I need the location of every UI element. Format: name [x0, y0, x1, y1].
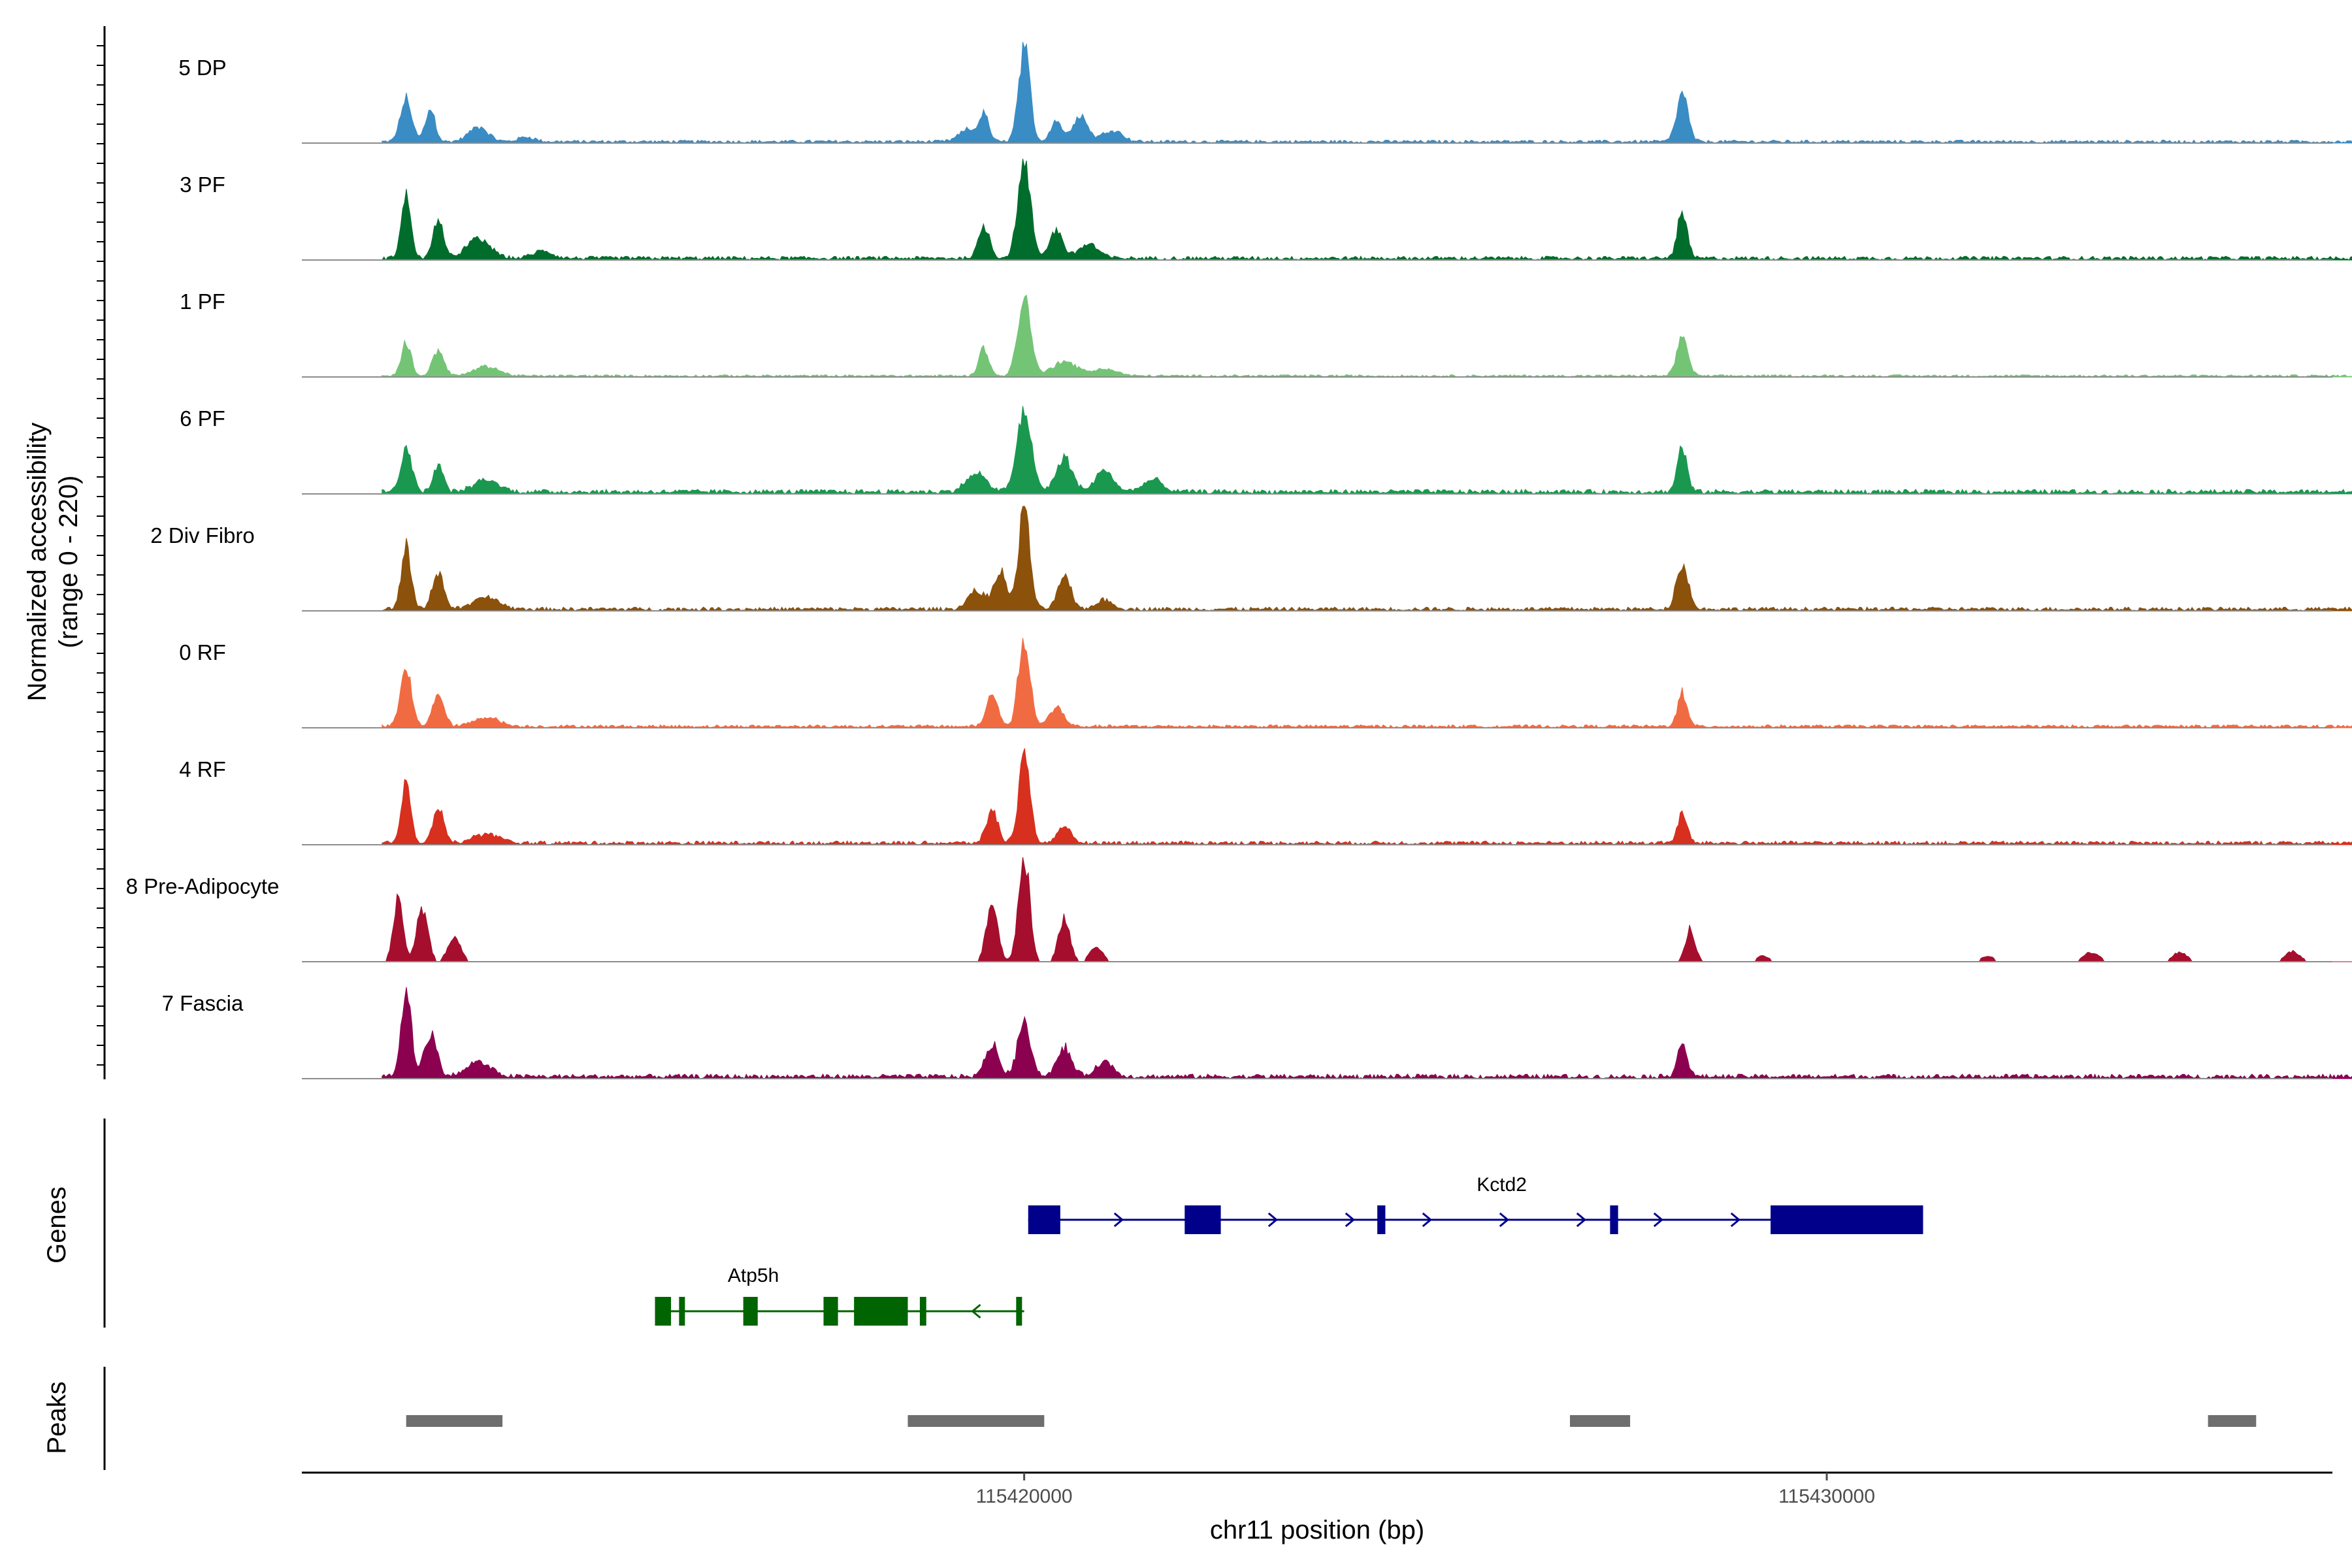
coverage-area: [382, 638, 2352, 728]
gene-exon: [1028, 1205, 1060, 1234]
y-axis-title-line1: Normalized accessibility: [23, 423, 52, 702]
track-8-pre-adipocyte: 8 Pre-Adipocyte: [126, 857, 2352, 962]
coverage-area: [382, 506, 2352, 612]
gene-label: Kctd2: [1477, 1174, 1527, 1196]
track-4-rf: 4 RF: [179, 748, 2352, 845]
track-label: 0 RF: [179, 640, 226, 664]
track-label: 3 PF: [180, 172, 225, 197]
strand-arrow: [1576, 1212, 1587, 1228]
strand-arrow: [1345, 1212, 1356, 1228]
strand-arrow: [971, 1303, 981, 1319]
track-5-dp: 5 DP: [178, 42, 2352, 144]
track-2-div-fibro: 2 Div Fibro: [150, 506, 2352, 612]
track-label: 6 PF: [180, 406, 225, 431]
track-6-pf: 6 PF: [180, 406, 2352, 495]
x-axis: chr11 position (bp) 115420000 115430000: [302, 1471, 2332, 1544]
coverage-y-axis: [97, 26, 106, 1079]
gene-exon: [1016, 1297, 1022, 1326]
strand-arrow: [1730, 1212, 1741, 1228]
peak-region: [1569, 1415, 1631, 1427]
track-1-pf: 1 PF: [180, 289, 2352, 378]
strand-arrow: [1422, 1212, 1433, 1228]
strand-arrow: [1267, 1212, 1279, 1228]
peaks-panel-label: Peaks: [42, 1381, 71, 1454]
gene-exon: [823, 1297, 838, 1326]
gene-exon: [919, 1297, 926, 1326]
track-label: 2 Div Fibro: [150, 523, 255, 547]
track-label: 8 Pre-Adipocyte: [126, 874, 280, 898]
gene-atp5h: Atp5h: [655, 1265, 1024, 1326]
peaks-panel: Peaks: [42, 1367, 2257, 1470]
peak-region: [406, 1415, 503, 1427]
y-axis-title: Normalized accessibility (range 0 - 220): [23, 423, 83, 702]
gene-label: Atp5h: [728, 1265, 779, 1286]
gene-exon: [1771, 1205, 1923, 1234]
gene-exon: [679, 1297, 685, 1326]
peak-region: [907, 1415, 1045, 1427]
track-0-rf: 0 RF: [179, 638, 2352, 728]
gene-exon: [1610, 1205, 1618, 1234]
strand-arrow: [1113, 1212, 1124, 1228]
genes-panel: Genes Kctd2 Atp5h: [42, 1119, 1923, 1328]
gene-exon: [854, 1297, 908, 1326]
genes-panel-label: Genes: [42, 1186, 71, 1264]
coverage-area: [382, 987, 2352, 1080]
track-7-fascia: 7 Fascia: [162, 987, 2352, 1080]
track-label: 4 RF: [179, 757, 226, 781]
coverage-area: [382, 42, 2352, 144]
track-3-pf: 3 PF: [180, 158, 2352, 261]
coverage-area: [382, 406, 2352, 495]
x-tick-label: 115420000: [976, 1486, 1073, 1507]
coverage-area: [382, 158, 2352, 261]
gene-exon: [1184, 1205, 1221, 1234]
track-label: 5 DP: [178, 56, 226, 80]
coverage-area: [382, 748, 2352, 845]
strand-arrow: [1499, 1212, 1510, 1228]
x-tick-label: 115430000: [1778, 1486, 1875, 1507]
gene-kctd2: Kctd2: [1028, 1174, 1923, 1234]
coverage-tracks: 5 DP 3 PF 1 PF 6 PF 2 Div Fibro 0 RF 4 RF 8 Pre…: [126, 42, 2352, 1080]
gene-exon: [743, 1297, 758, 1326]
peak-region: [2208, 1415, 2257, 1427]
track-label: 7 Fascia: [162, 991, 244, 1015]
gene-exon: [1377, 1205, 1386, 1234]
y-axis-title-line2: (range 0 - 220): [54, 476, 83, 649]
x-axis-title: chr11 position (bp): [1210, 1516, 1424, 1544]
coverage-area: [382, 294, 2352, 378]
track-label: 1 PF: [180, 289, 225, 314]
coverage-area: [382, 857, 2352, 962]
strand-arrow: [1653, 1212, 1664, 1228]
gene-exon: [655, 1297, 672, 1326]
